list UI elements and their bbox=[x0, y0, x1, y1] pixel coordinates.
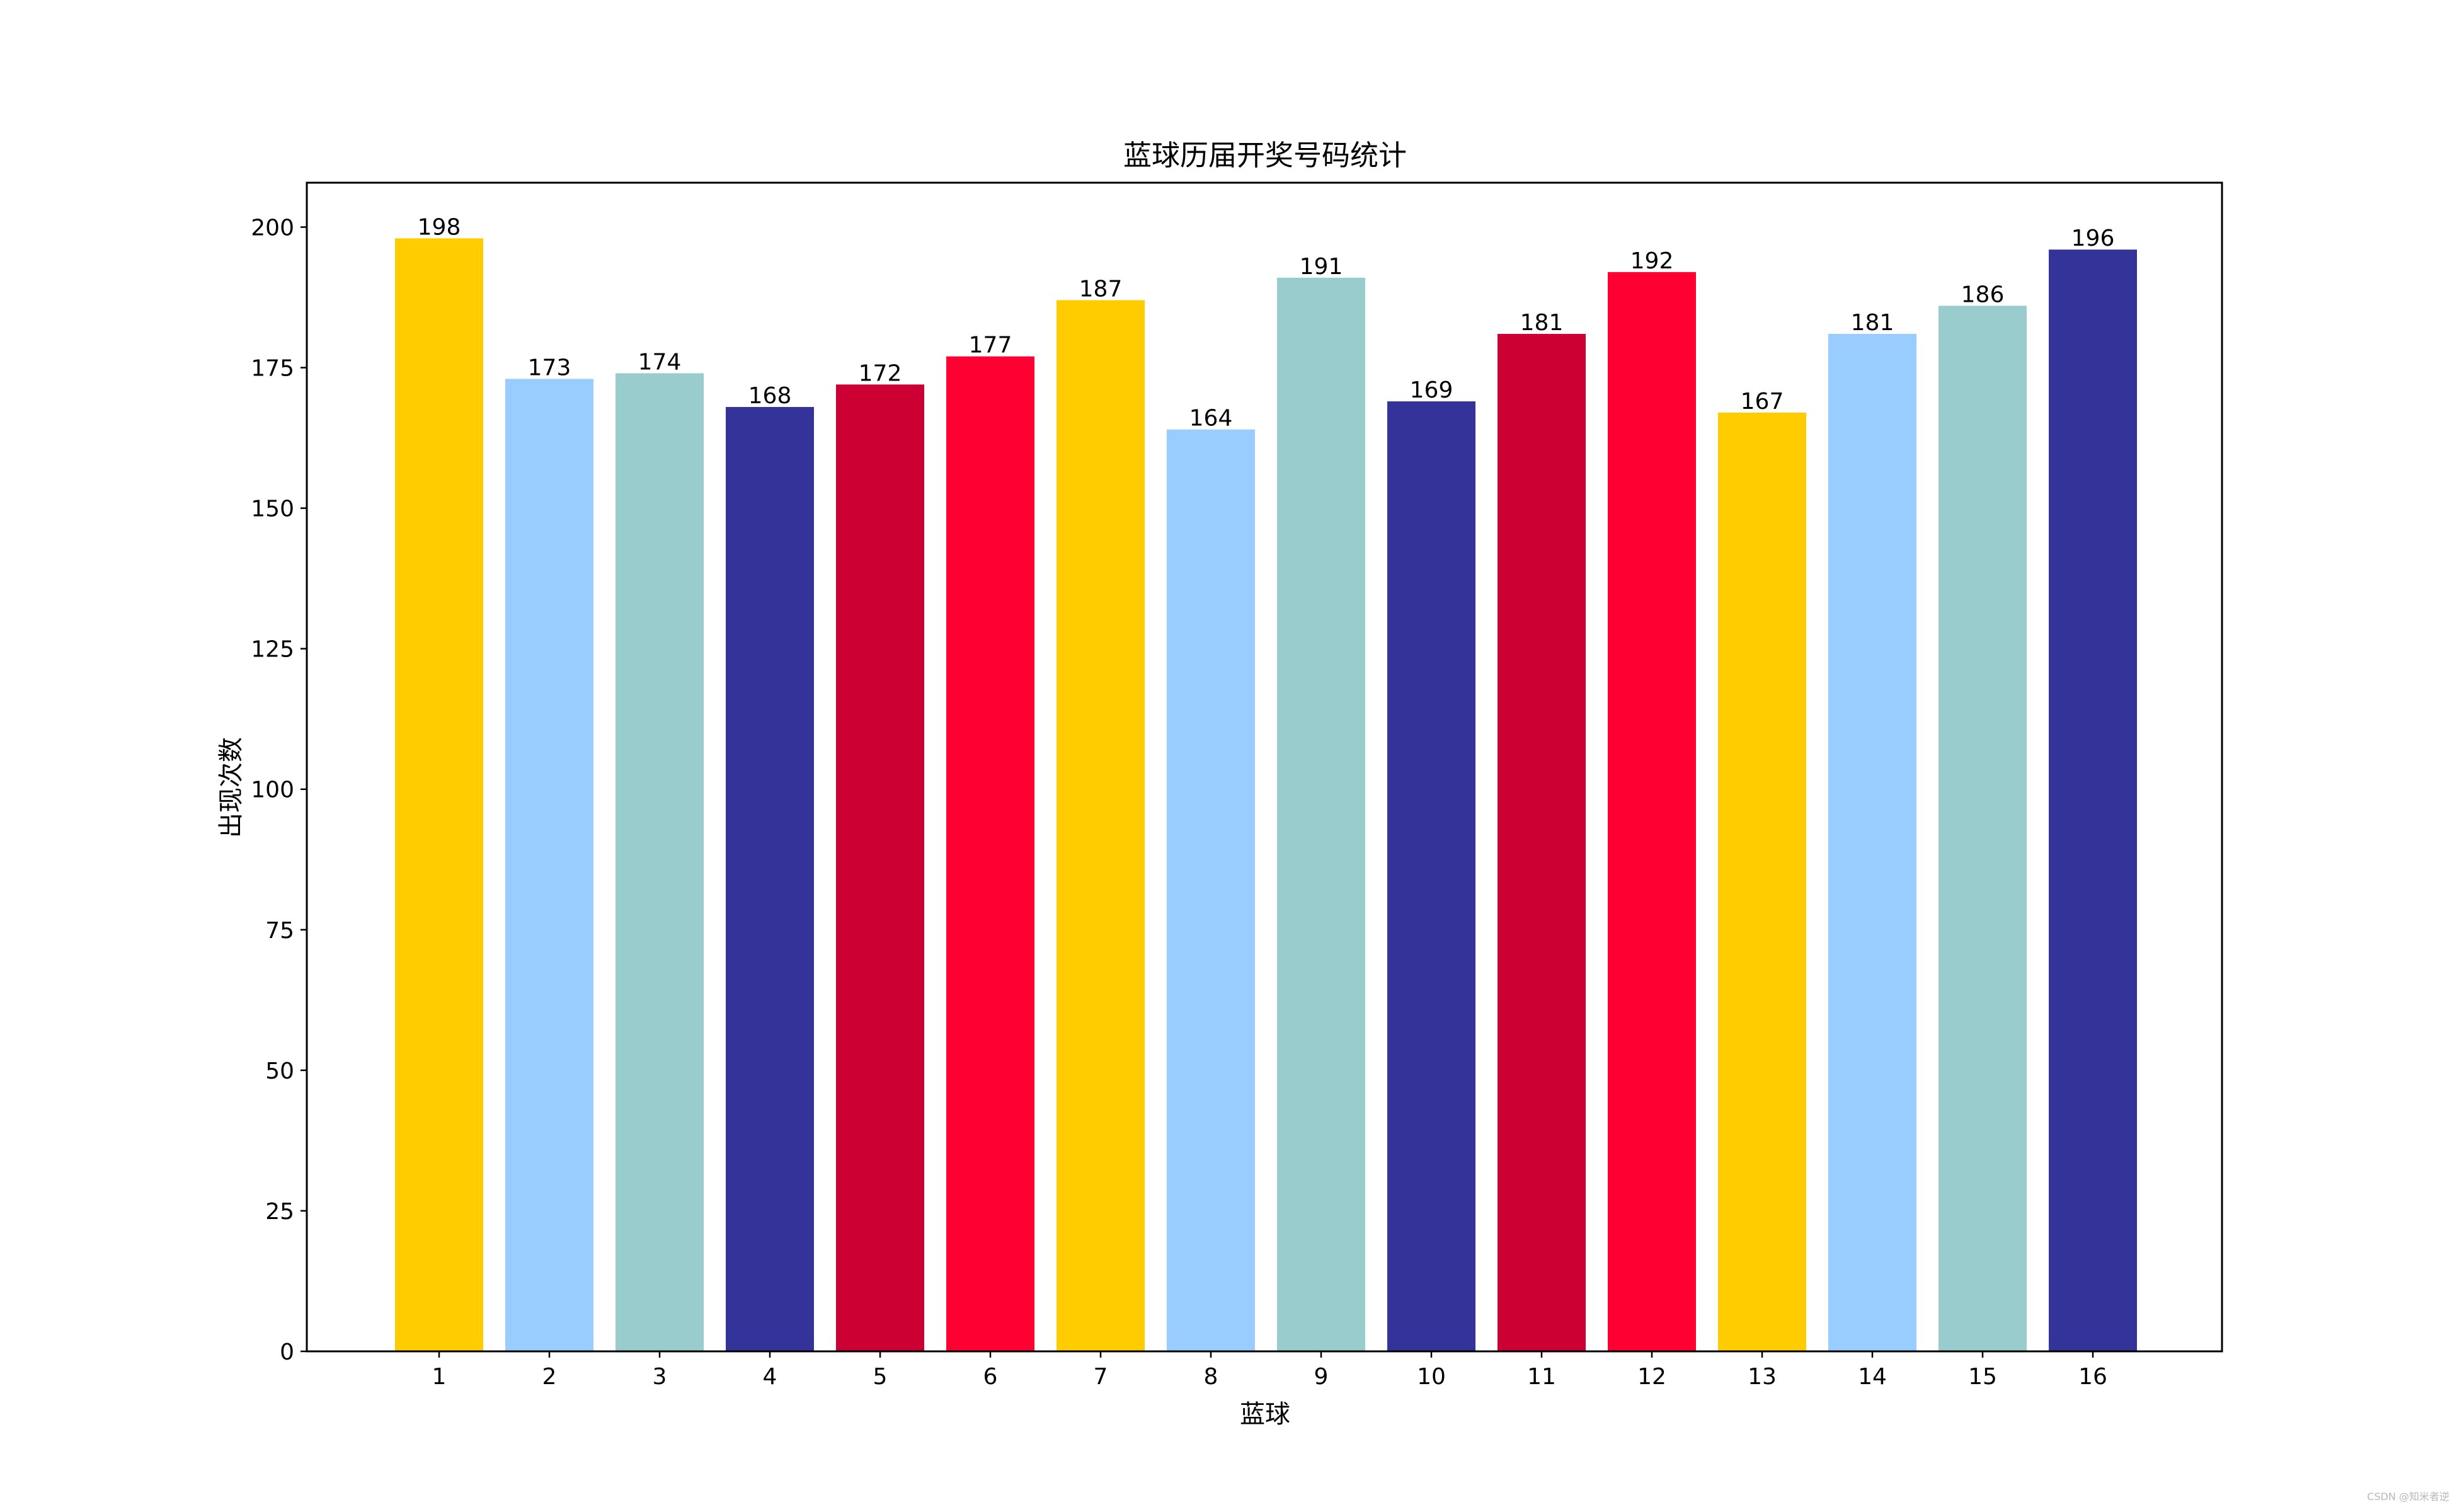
bars-group bbox=[395, 238, 2137, 1352]
x-tick-label-4: 4 bbox=[763, 1364, 777, 1390]
bar-10 bbox=[1387, 401, 1475, 1351]
bar-value-label-2: 173 bbox=[528, 355, 571, 381]
chart-title: 蓝球历届开奖号码统计 bbox=[1123, 139, 1407, 172]
bar-3 bbox=[616, 373, 704, 1351]
x-tick-label-16: 16 bbox=[2078, 1364, 2107, 1390]
y-axis-ticks: 0 25 50 75 100 125 150 175 200 bbox=[251, 215, 307, 1365]
bar-value-label-7: 187 bbox=[1079, 276, 1123, 302]
y-tick-label-100: 100 bbox=[251, 777, 294, 803]
bar-14 bbox=[1828, 334, 1916, 1351]
bar-value-label-13: 167 bbox=[1741, 389, 1784, 415]
x-tick-label-11: 11 bbox=[1527, 1364, 1556, 1390]
x-tick-label-1: 1 bbox=[432, 1364, 447, 1390]
x-tick-label-6: 6 bbox=[983, 1364, 998, 1390]
y-tick-label-75: 75 bbox=[265, 918, 294, 944]
bar-15 bbox=[1939, 306, 2027, 1351]
plot-area-frame bbox=[306, 181, 2223, 1353]
bar-8 bbox=[1167, 429, 1255, 1351]
x-tick-label-12: 12 bbox=[1637, 1364, 1666, 1390]
bar-2 bbox=[505, 379, 593, 1352]
x-tick-label-5: 5 bbox=[873, 1364, 888, 1390]
x-axis-label: 蓝球 bbox=[1240, 1400, 1290, 1429]
x-tick-label-8: 8 bbox=[1204, 1364, 1218, 1390]
bar-12 bbox=[1608, 272, 1696, 1352]
bar-value-label-4: 168 bbox=[748, 383, 792, 409]
x-tick-label-2: 2 bbox=[542, 1364, 557, 1390]
x-tick-label-9: 9 bbox=[1314, 1364, 1329, 1390]
bar-value-label-9: 191 bbox=[1300, 254, 1343, 280]
y-tick-label-150: 150 bbox=[251, 496, 294, 522]
bar-11 bbox=[1498, 334, 1586, 1351]
bar-9 bbox=[1277, 277, 1365, 1351]
bar-value-label-6: 177 bbox=[969, 333, 1012, 358]
bar-4 bbox=[726, 407, 814, 1352]
bar-value-label-5: 172 bbox=[859, 360, 902, 386]
x-tick-label-13: 13 bbox=[1748, 1364, 1777, 1390]
x-axis-ticks: 1 2 3 4 5 6 7 8 9 10 11 12 13 14 15 16 bbox=[432, 1351, 2107, 1390]
x-tick-label-7: 7 bbox=[1094, 1364, 1108, 1390]
bar-value-label-11: 181 bbox=[1520, 310, 1564, 336]
watermark: CSDN @知米者逆 bbox=[2367, 1491, 2449, 1503]
y-tick-label-50: 50 bbox=[265, 1058, 294, 1084]
bar-5 bbox=[836, 384, 924, 1352]
bar-6 bbox=[946, 356, 1034, 1352]
x-tick-label-10: 10 bbox=[1417, 1364, 1446, 1390]
bar-labels-group: 198 173 174 168 172 177 187 164 191 169 181 192 167 1… bbox=[418, 214, 2115, 431]
bar-7 bbox=[1057, 300, 1145, 1352]
x-tick-label-3: 3 bbox=[653, 1364, 667, 1390]
y-tick-label-175: 175 bbox=[251, 356, 294, 382]
y-axis-label: 出现次数 bbox=[217, 737, 246, 838]
bar-value-label-12: 192 bbox=[1630, 248, 1674, 274]
bar-value-label-10: 169 bbox=[1410, 377, 1453, 403]
bar-13 bbox=[1718, 412, 1806, 1352]
bar-value-label-1: 198 bbox=[418, 214, 461, 240]
y-tick-label-125: 125 bbox=[251, 637, 294, 663]
bar-value-label-14: 181 bbox=[1851, 310, 1894, 336]
y-tick-label-0: 0 bbox=[280, 1339, 294, 1365]
bar-16 bbox=[2049, 249, 2137, 1351]
y-tick-label-25: 25 bbox=[265, 1199, 294, 1225]
bar-1 bbox=[395, 238, 483, 1351]
y-tick-label-200: 200 bbox=[251, 215, 294, 241]
x-tick-label-14: 14 bbox=[1858, 1364, 1887, 1390]
bar-value-label-3: 174 bbox=[638, 349, 682, 375]
bar-value-label-8: 164 bbox=[1189, 406, 1233, 432]
x-tick-label-15: 15 bbox=[1968, 1364, 1997, 1390]
bar-value-label-16: 196 bbox=[2071, 226, 2115, 251]
bar-value-label-15: 186 bbox=[1961, 282, 2005, 307]
